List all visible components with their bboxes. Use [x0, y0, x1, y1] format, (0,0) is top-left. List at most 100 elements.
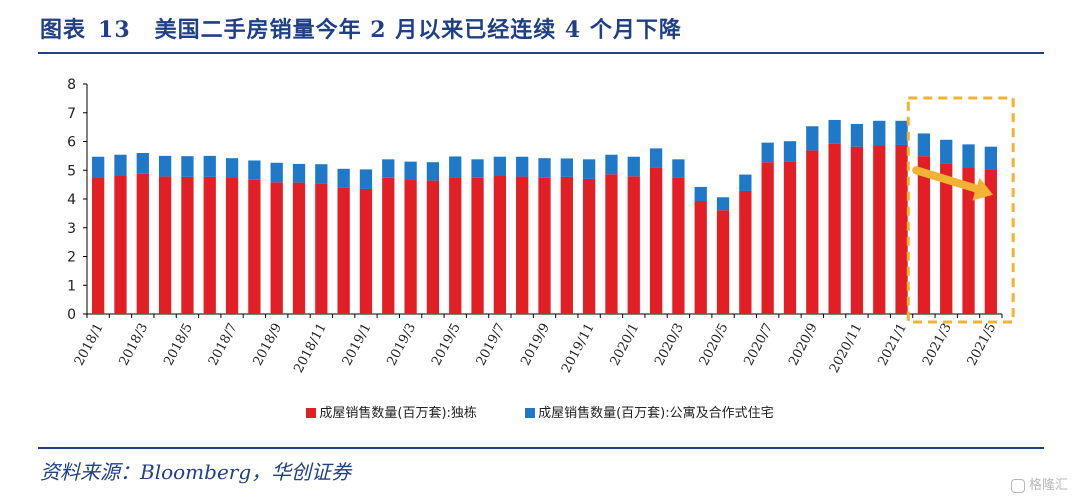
x-tick-label: 2019/5 — [429, 321, 464, 368]
bar-condo — [873, 120, 886, 146]
y-tick-label: 6 — [67, 135, 76, 151]
bar-condo — [181, 156, 194, 177]
bar-single-family — [136, 173, 149, 314]
trend-arrow-shaft — [912, 166, 988, 195]
bar-single-family — [716, 210, 730, 314]
legend-label-condo: 成屋销售数量(百万套):公寓及合作式住宅 — [538, 406, 774, 421]
title-number: 13 — [98, 17, 131, 43]
y-tick-label: 3 — [67, 221, 76, 237]
y-tick-label: 0 — [67, 307, 76, 323]
bar-single-family — [292, 182, 306, 314]
bar-single-family — [850, 146, 864, 314]
bar-condo — [404, 161, 417, 181]
x-tick-label: 2018/7 — [206, 321, 241, 368]
bar-condo — [605, 154, 618, 175]
bar-condo — [739, 174, 752, 191]
x-tick-label: 2020/11 — [827, 321, 866, 376]
bar-single-family — [582, 178, 596, 314]
y-tick-label: 2 — [67, 250, 76, 266]
bar-condo — [248, 160, 261, 180]
bar-single-family — [828, 143, 841, 314]
y-tick-label: 1 — [67, 278, 76, 294]
bar-single-family — [404, 180, 417, 314]
watermark-logo-icon — [1010, 478, 1025, 493]
bar-single-family — [538, 177, 551, 314]
bar-single-family — [761, 162, 774, 314]
title-rule — [38, 52, 1044, 54]
bar-single-family — [114, 175, 127, 314]
bar-single-family — [560, 176, 573, 314]
bar-single-family — [672, 177, 685, 314]
bar-single-family — [158, 176, 172, 314]
x-tick-label: 2019/11 — [559, 321, 598, 376]
chart-title: 图表 13 美国二手房销量今年 2 月以来已经连续 4 个月下降 — [40, 12, 682, 44]
bar-single-family — [694, 201, 707, 314]
bar-single-family — [248, 179, 261, 314]
bar-condo — [917, 133, 931, 157]
x-tick-label: 2021/1 — [875, 321, 910, 368]
bar-single-family — [493, 176, 507, 314]
bar-single-family — [359, 188, 373, 314]
bar-single-family — [605, 174, 618, 314]
title-text: 美国二手房销量今年 2 月以来已经连续 4 个月下降 — [154, 17, 682, 43]
bar-condo — [315, 164, 328, 184]
bar-single-family — [181, 176, 194, 314]
bar-single-family — [940, 163, 953, 314]
legend-swatch-single-family — [306, 408, 317, 418]
bar-condo — [649, 148, 663, 168]
bar-single-family — [382, 177, 395, 314]
x-tick-label: 2018/11 — [291, 321, 330, 376]
bar-condo — [292, 163, 306, 183]
x-tick-label: 2019/9 — [518, 321, 553, 368]
x-tick-label: 2018/1 — [72, 321, 107, 368]
bar-condo — [984, 146, 997, 170]
bar-single-family — [873, 145, 886, 314]
bar-condo — [225, 158, 239, 179]
x-tick-label: 2020/3 — [652, 321, 687, 368]
bar-condo — [582, 159, 596, 179]
bar-single-family — [806, 150, 819, 314]
bar-condo — [783, 141, 797, 162]
bar-condo — [940, 139, 953, 164]
y-tick-label: 8 — [67, 77, 76, 93]
bar-single-family — [962, 167, 975, 314]
bar-single-family — [225, 178, 239, 314]
bar-single-family — [627, 176, 640, 314]
bar-single-family — [783, 161, 797, 314]
bar-condo — [962, 144, 975, 168]
bar-condo — [694, 186, 707, 202]
bar-condo — [203, 155, 216, 177]
bar-single-family — [739, 190, 752, 314]
x-tick-label: 2020/5 — [697, 321, 732, 368]
legend-item-single-family: 成屋销售数量(百万套):独栋 — [306, 402, 477, 421]
bar-condo — [895, 120, 908, 145]
x-tick-label: 2020/1 — [608, 321, 643, 368]
bar-condo — [382, 159, 395, 178]
bar-single-family — [895, 144, 908, 314]
title-prefix: 图表 — [40, 17, 87, 43]
bar-single-family — [92, 177, 105, 314]
bar-single-family — [516, 176, 529, 314]
y-tick-label: 4 — [67, 192, 76, 208]
bar-single-family — [917, 156, 931, 314]
legend-item-condo: 成屋销售数量(百万套):公寓及合作式住宅 — [525, 402, 774, 421]
x-tick-label: 2020/9 — [786, 321, 821, 368]
bar-single-family — [471, 177, 484, 314]
x-tick-label: 2019/3 — [384, 321, 419, 368]
bar-condo — [270, 162, 283, 183]
bar-condo — [716, 197, 730, 211]
watermark: 格隆汇 — [1010, 474, 1068, 493]
highlight-box — [906, 96, 1015, 324]
x-tick-label: 2018/3 — [117, 321, 152, 368]
footer-rule — [38, 447, 1044, 449]
x-tick-label: 2019/1 — [340, 321, 375, 368]
bar-single-family — [984, 169, 997, 314]
y-tick-label: 7 — [67, 106, 76, 122]
bar-condo — [828, 119, 841, 144]
bar-condo — [538, 158, 551, 178]
bar-condo — [627, 156, 640, 177]
bar-condo — [516, 156, 529, 177]
bar-condo — [761, 142, 774, 163]
bar-condo — [672, 159, 685, 178]
bar-condo — [426, 162, 440, 181]
